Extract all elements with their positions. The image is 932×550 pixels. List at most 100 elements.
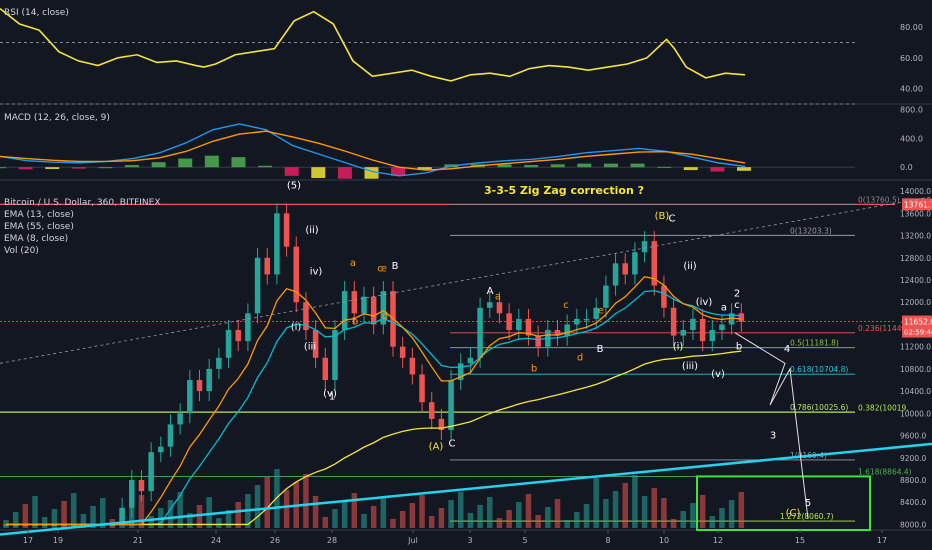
volume-bar [545,507,551,528]
indicator-ema55[interactable]: EMA (55, close) [4,222,74,232]
volume-bar [564,520,570,528]
candle [477,307,483,358]
wave-label: (5) [287,180,301,191]
macd-histogram-bar [497,164,512,168]
price-tick-label: 8800.0 [900,476,926,485]
volume-bar [12,512,19,528]
indicator-ema13[interactable]: EMA (13, close) [4,210,74,220]
macd-histogram-bar [18,167,33,170]
volume-bar [312,496,319,528]
candle [516,318,522,330]
indicator-vol[interactable]: Vol (20) [4,246,39,256]
macd-histogram-bar [284,167,299,176]
wave-label: d [382,311,388,322]
price-tick-label: 10000.0 [900,409,931,418]
x-tick-label: 17 [23,536,33,545]
rsi-label: RSI (14, close) [4,8,69,18]
macd-histogram-bar [737,167,751,171]
wave-label: d [577,353,583,364]
candle [399,346,406,358]
wave-label: (v) [323,389,337,400]
candle [738,313,745,322]
fib-level-label: 1.618(8864.4) [858,467,912,476]
rsi-tick-label: 60.00 [900,54,923,63]
dashed-channel-line [0,196,932,364]
volume-bar [235,502,241,528]
candle [264,257,270,275]
price-tick-label: 13200.0 [900,232,931,241]
volume-bar [661,498,667,528]
candle [167,424,174,447]
wave-label: C [449,439,456,450]
volume-bar [264,477,270,528]
candle [719,324,725,330]
x-tick-label: 19 [53,536,63,545]
volume-bar [138,495,145,528]
candle [670,307,677,336]
price-tick-label: 10800.0 [900,365,931,374]
candle [361,296,367,314]
symbol-label[interactable]: Bitcoin / U.S. Dollar, 360, BITFINEX [4,198,161,208]
macd-histogram-bar [258,165,273,168]
price-tick-label: 12000.0 [900,298,931,307]
volume-bar [206,497,212,528]
wave-label: (iii [304,341,316,352]
volume-bar [690,503,696,528]
candle [506,313,512,330]
projection-path [734,332,809,519]
price-tick-label: 12400.0 [900,276,931,285]
signal-line [0,130,746,171]
current-price-tag [902,315,932,338]
volume-bar [448,500,454,528]
wave-label: (B) [655,211,670,222]
volume-bar [216,518,222,528]
candle [341,291,348,330]
volume-bar [728,500,735,528]
x-tick-label: 10 [659,536,669,545]
candle [129,480,135,508]
countdown-label: 02:59:40 [904,329,932,337]
macd-histogram-bar [391,167,406,176]
candle [380,291,387,325]
volume-bar [574,512,580,528]
candle [661,285,667,308]
candle [322,357,329,380]
volume-bar [370,506,377,528]
candle [196,380,203,392]
wave-label: (ii) [683,261,696,272]
price-tick-label: 8400.0 [900,498,926,507]
macd-tick-label: 400.0 [900,134,923,143]
candle [22,524,29,526]
volume-bar [554,499,561,528]
volume-bar [303,474,309,528]
candle [119,507,125,525]
candle [225,330,232,358]
candle [564,324,570,336]
candle [206,368,212,392]
macd-histogram-bar [524,165,539,168]
ema8-line [6,276,742,526]
candle [535,335,541,347]
wave-label: B [597,344,604,355]
candle [370,296,377,325]
x-tick-label: 21 [133,536,143,545]
volume-bar [477,505,483,528]
wave-label: c [563,300,569,311]
indicator-ema8[interactable]: EMA (8, close) [4,234,69,244]
wave-label: B [392,261,399,272]
volume-bar [535,515,541,528]
candle [574,318,580,325]
volume-bar [361,514,367,528]
volume-bar [680,511,687,528]
wave-label: e [381,264,387,275]
fib-level-label: 0.5(11181.8) [790,339,839,348]
candle [457,363,464,380]
volume-bar [506,510,512,528]
wave-label: C [669,214,676,225]
macd-histogram-bar [417,167,432,171]
volume-bar [332,509,338,528]
wave-label: (ii) [305,225,318,236]
macd-histogram-bar [311,167,326,178]
volume-bar [177,492,183,528]
candle [303,302,309,330]
